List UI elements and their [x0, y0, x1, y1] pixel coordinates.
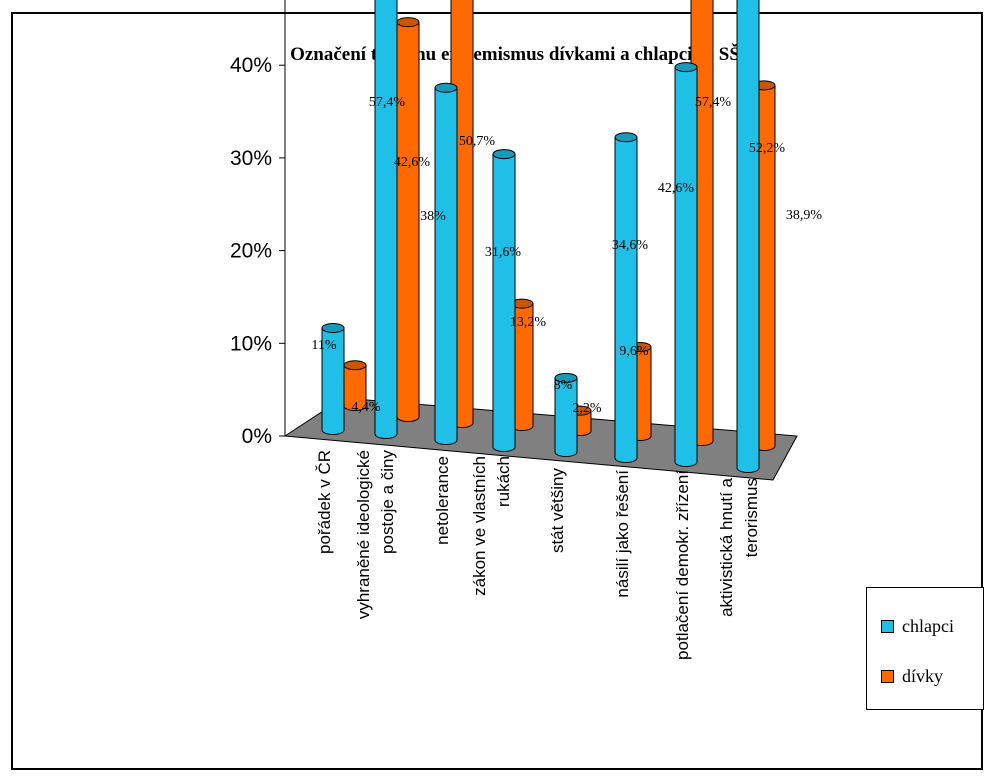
- data-label-chlapci-0: 11%: [311, 338, 336, 353]
- bar-chlapci-0: [321, 327, 345, 435]
- bar-chlapci-3-top: [492, 149, 516, 160]
- data-label-divky-6: 57,4%: [695, 95, 732, 110]
- data-label-divky-5: 9,6%: [619, 344, 649, 359]
- bar-chlapci-0-top: [321, 323, 345, 334]
- y-tick-label: 30%: [230, 147, 272, 170]
- category-label-3: zákon ve vlastních: [470, 456, 489, 596]
- bar-chlapci-7: [736, 0, 760, 473]
- category-label-2: netolerance: [433, 456, 452, 545]
- legend-label-divky: dívky: [902, 666, 944, 686]
- category-label-6: potlačení demokr. zřízení: [673, 470, 692, 660]
- category-label-3: rukách: [494, 456, 513, 507]
- data-label-chlapci-7: 52,2%: [749, 141, 786, 156]
- data-label-divky-7: 38,9%: [786, 208, 823, 223]
- category-label-5: násilí jako řešení: [613, 470, 632, 598]
- category-label-4: stát většiny: [548, 468, 567, 554]
- chart-title: Označení termínu extremismus dívkami a c…: [290, 43, 740, 65]
- bar-divky-1-top: [396, 17, 420, 28]
- data-label-chlapci-6: 42,6%: [658, 181, 695, 196]
- category-label-7: aktivistická hnutí a: [717, 477, 736, 616]
- data-label-divky-3: 13,2%: [510, 315, 547, 330]
- y-tick-label: 0%: [242, 425, 272, 448]
- legend-swatch-divky: [881, 670, 894, 683]
- category-label-1: postoje a činy: [378, 450, 397, 554]
- bar-chlapci-4-top: [554, 372, 578, 383]
- legend: chlapci dívky: [866, 587, 984, 710]
- bar-chlapci-1: [374, 0, 398, 439]
- category-label-0: pořádek v ČR: [315, 450, 334, 554]
- data-label-divky-0: 4,4%: [351, 400, 381, 415]
- bar-chlapci-6-top: [674, 62, 698, 73]
- category-label-1: vyhraněné ideologické: [354, 450, 373, 619]
- bar-chlapci-5: [614, 136, 638, 463]
- data-label-chlapci-4: 8%: [554, 378, 573, 393]
- data-label-chlapci-5: 34,6%: [612, 238, 649, 253]
- data-label-divky-2: 50,7%: [459, 134, 496, 149]
- data-label-divky-4: 2,2%: [572, 401, 602, 416]
- legend-swatch-chlapci: [881, 620, 894, 633]
- y-tick-label: 40%: [230, 54, 272, 77]
- y-tick-label: 20%: [230, 240, 272, 263]
- bar-chlapci-2: [434, 87, 458, 445]
- category-label-7: terorismus: [742, 478, 761, 557]
- data-label-chlapci-3: 31,6%: [485, 245, 522, 260]
- bar-chlapci-6: [674, 66, 698, 467]
- bar-chlapci-3: [492, 153, 516, 452]
- bar-divky-0-top: [343, 360, 367, 371]
- y-tick-label: 10%: [230, 332, 272, 355]
- data-label-chlapci-1: 57,4%: [369, 95, 406, 110]
- bar-chlapci-4: [554, 377, 578, 457]
- data-label-chlapci-2: 38%: [420, 209, 446, 224]
- bar-chlapci-5-top: [614, 132, 638, 143]
- legend-item-divky: dívky: [881, 666, 943, 687]
- bar-divky-1: [396, 21, 420, 422]
- data-label-divky-1: 42,6%: [394, 155, 431, 170]
- bar-chlapci-2-top: [434, 82, 458, 93]
- legend-item-chlapci: chlapci: [881, 616, 954, 637]
- legend-label-chlapci: chlapci: [902, 616, 954, 636]
